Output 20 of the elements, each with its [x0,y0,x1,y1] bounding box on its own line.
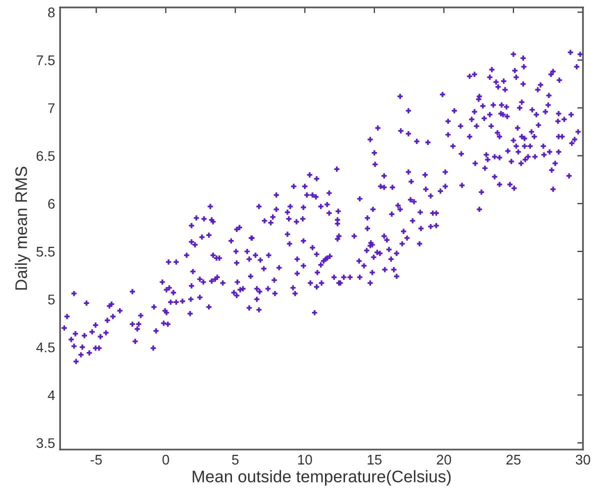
x-tick-label: 30 [576,454,590,465]
y-axis-title: Daily mean RMS [14,166,30,290]
x-tick-label: 0 [162,454,170,465]
y-tick-label: 5 [48,294,55,304]
y-tick-label: 5.5 [36,246,55,257]
x-axis-title: Mean outside temperature(Celsius) [192,470,451,486]
y-tick-label: 6.5 [36,151,55,161]
y-tick-label: 4 [48,390,55,400]
y-tick-label: 8 [48,8,55,18]
y-tick-label: 7.5 [36,56,55,66]
x-tick-label: 10 [298,454,312,465]
x-tick-label: 15 [368,454,382,465]
x-tick-label: 5 [232,454,239,465]
y-tick-label: 3.5 [36,438,55,448]
x-tick-label: 25 [506,454,521,465]
x-tick-label: 20 [436,454,452,465]
y-tick-label: 4.5 [36,342,55,352]
y-tick-label: 6 [48,198,55,209]
y-tick-label: 7 [48,103,55,113]
x-tick-label: -5 [90,454,102,465]
